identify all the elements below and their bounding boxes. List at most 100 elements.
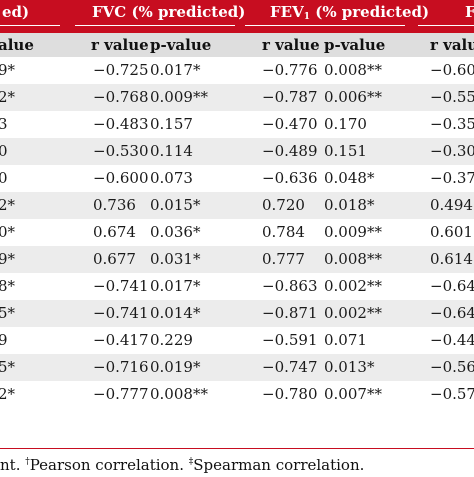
table-footnote: nt. †Pearson correlation. ‡Spearman corr…: [0, 450, 364, 474]
table-cell: −0.445: [430, 331, 474, 349]
table-cell: 2*: [0, 88, 16, 106]
table-cell: −0.600: [93, 169, 149, 187]
table-cell: 9: [0, 331, 8, 349]
column-header-row: alue r value p-value r value p-value r v…: [0, 33, 474, 57]
table-cell: 2*: [0, 385, 16, 403]
group-header-partial-right: F: [465, 3, 474, 21]
table-cell: 0.008**: [150, 385, 208, 403]
double-dagger-mark: ‡: [188, 457, 194, 467]
table-cell: −0.551: [430, 88, 474, 106]
table-row: 0* 0.674 0.036* 0.784 0.009** 0.601: [0, 219, 474, 246]
table-cell: −0.356: [430, 115, 474, 133]
fev1-subscript: 1: [303, 12, 310, 22]
column-header: r value: [430, 36, 474, 54]
footnote-pearson: Pearson correlation.: [29, 456, 189, 474]
table-cell: 0.014*: [150, 304, 201, 322]
table-cell: −0.787: [262, 88, 318, 106]
dagger-mark: †: [25, 457, 30, 467]
table-cell: 0: [0, 142, 8, 160]
table-cell: −0.768: [93, 88, 149, 106]
group-header-fev1: FEV1 (% predicted): [270, 0, 429, 25]
table-cell: −0.530: [93, 142, 149, 160]
fev1-label: FEV: [270, 3, 304, 21]
header-divider-2: [245, 25, 405, 26]
column-header: r value: [262, 36, 320, 54]
table-cell: 2*: [0, 196, 16, 214]
table-cell: 0.677: [93, 250, 136, 268]
table-cell: 0.614: [430, 250, 473, 268]
table-cell: 0.008**: [324, 250, 382, 268]
table-cell: −0.417: [93, 331, 149, 349]
table-cell: 0.006**: [324, 88, 382, 106]
table-cell: 0.036*: [150, 223, 201, 241]
table-cell: 5*: [0, 304, 16, 322]
column-header: r value: [91, 36, 149, 54]
table-cell: 0.170: [324, 115, 367, 133]
table-cell: 0.494: [430, 196, 473, 214]
table-cell: 0.002**: [324, 277, 382, 295]
table-cell: −0.645: [430, 277, 474, 295]
table-cell: −0.606: [430, 61, 474, 79]
table-cell: 0.114: [150, 142, 193, 160]
table-cell: 0.784: [262, 223, 305, 241]
column-header: alue: [0, 36, 34, 54]
table-cell: −0.489: [262, 142, 318, 160]
table-cell: 0: [0, 169, 8, 187]
table-cell: −0.780: [262, 385, 318, 403]
group-header-bar: ed) FVC (% predicted) FEV1 (% predicted)…: [0, 0, 474, 33]
footnote-prefix: nt.: [0, 456, 26, 474]
table-cell: 0.048*: [324, 169, 375, 187]
table-cell: 0.017*: [150, 277, 201, 295]
table-cell: 0.015*: [150, 196, 201, 214]
table-cell: −0.716: [93, 358, 149, 376]
table-cell: 0.008**: [324, 61, 382, 79]
table-cell: 0.736: [93, 196, 136, 214]
table-cell: 0.073: [150, 169, 193, 187]
table-row: 2* 0.736 0.015* 0.720 0.018* 0.494: [0, 192, 474, 219]
table-cell: 0.720: [262, 196, 305, 214]
table-cell: −0.741: [93, 277, 149, 295]
table-cell: 0.071: [324, 331, 367, 349]
table-cell: −0.644: [430, 304, 474, 322]
group-header-fvc: FVC (% predicted): [92, 3, 246, 21]
table-cell: −0.747: [262, 358, 318, 376]
table-cell: −0.871: [262, 304, 318, 322]
table-cell: 0.229: [150, 331, 193, 349]
table-cell: −0.575: [430, 385, 474, 403]
table-cell: −0.776: [262, 61, 318, 79]
table-cell: 0.007**: [324, 385, 382, 403]
table-cell: −0.483: [93, 115, 149, 133]
table-cell: −0.636: [262, 169, 318, 187]
table-cell: 0.151: [324, 142, 367, 160]
table-cell: 0.674: [93, 223, 136, 241]
group-header-partial-left: ed): [2, 3, 30, 21]
table-cell: 5*: [0, 358, 16, 376]
table-row: 9* 0.677 0.031* 0.777 0.008** 0.614: [0, 246, 474, 273]
table-cell: −0.300: [430, 142, 474, 160]
table-cell: 0.019*: [150, 358, 201, 376]
table-cell: 9*: [0, 250, 16, 268]
header-divider-3: [418, 25, 474, 26]
table-cell: −0.777: [93, 385, 149, 403]
table-cell: −0.591: [262, 331, 318, 349]
footer-divider: [0, 448, 474, 449]
table-cell: 0.009**: [150, 88, 208, 106]
table-cell: 0.157: [150, 115, 193, 133]
table-cell: 0.002**: [324, 304, 382, 322]
header-divider-1: [75, 25, 235, 26]
table-cell: −0.863: [262, 277, 318, 295]
table-cell: 0*: [0, 223, 16, 241]
table-cell: −0.376: [430, 169, 474, 187]
table-cell: 0.017*: [150, 61, 201, 79]
table-cell: 0.018*: [324, 196, 375, 214]
table-cell: 0.777: [262, 250, 305, 268]
